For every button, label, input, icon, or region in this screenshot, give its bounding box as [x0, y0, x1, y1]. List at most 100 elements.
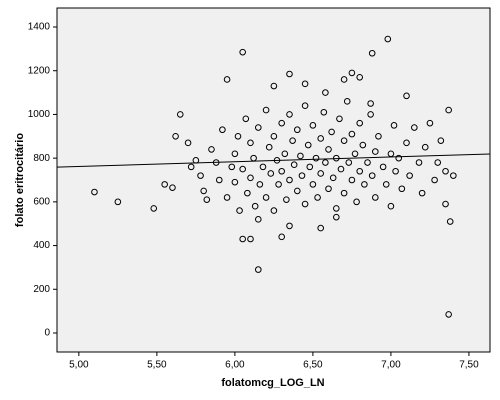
x-tick-label: 6,00 — [225, 360, 245, 371]
point — [325, 185, 332, 193]
point — [187, 163, 195, 171]
point — [450, 172, 457, 179]
point — [345, 159, 353, 166]
point — [320, 108, 328, 116]
point — [398, 185, 406, 193]
point — [197, 172, 204, 179]
y-tick-label: 400 — [33, 240, 50, 251]
point — [384, 35, 392, 43]
point — [328, 128, 335, 136]
point — [247, 235, 254, 243]
point — [286, 111, 293, 118]
point — [361, 181, 368, 188]
point — [223, 194, 231, 201]
y-tick-label: 1400 — [28, 22, 51, 33]
point — [340, 76, 348, 83]
x-tick-label: 7,50 — [459, 360, 479, 371]
point — [353, 198, 360, 206]
point — [254, 124, 262, 131]
point — [359, 141, 367, 149]
point — [322, 89, 329, 96]
point — [356, 119, 364, 127]
x-tick-label: 6,50 — [303, 360, 323, 371]
y-tick-label: 1000 — [28, 109, 51, 120]
point — [411, 124, 418, 131]
point — [239, 165, 246, 173]
point — [278, 119, 285, 127]
point — [421, 143, 429, 151]
x-tick-label: 5,50 — [147, 360, 167, 371]
point — [431, 176, 438, 184]
point — [415, 159, 423, 166]
point — [184, 139, 192, 147]
point — [372, 194, 379, 201]
point — [301, 200, 309, 208]
point — [395, 154, 403, 162]
point — [403, 92, 410, 100]
point — [348, 176, 356, 184]
point — [289, 137, 296, 144]
point — [351, 150, 359, 158]
y-axis-title: folato eritrocitário — [14, 133, 26, 227]
point — [256, 181, 264, 188]
point — [390, 122, 398, 129]
point — [254, 216, 262, 223]
point — [406, 172, 413, 179]
point — [265, 143, 273, 151]
point — [234, 132, 242, 140]
point — [343, 98, 351, 105]
point — [203, 196, 211, 203]
point — [239, 235, 246, 243]
point — [242, 115, 250, 123]
point — [215, 176, 223, 184]
point — [322, 159, 329, 166]
point — [367, 100, 374, 107]
point — [278, 233, 285, 241]
point — [286, 176, 293, 184]
point — [340, 137, 348, 144]
point — [375, 132, 382, 140]
point — [306, 163, 314, 171]
point — [387, 202, 395, 210]
point — [278, 167, 285, 175]
point — [348, 130, 356, 138]
point — [251, 202, 259, 210]
y-tick-label: 200 — [33, 284, 50, 295]
point — [333, 213, 340, 221]
point — [236, 207, 243, 214]
point — [298, 172, 306, 179]
point — [208, 146, 215, 153]
x-tick-label: 5,00 — [69, 360, 89, 371]
point — [325, 146, 332, 153]
point — [309, 122, 317, 129]
y-tick-label: 0 — [44, 328, 50, 339]
point — [309, 181, 317, 188]
point — [445, 311, 452, 318]
point — [434, 159, 442, 166]
point — [290, 161, 298, 169]
point — [329, 174, 337, 182]
point — [254, 266, 262, 273]
point — [426, 119, 434, 127]
point — [239, 48, 246, 56]
point — [392, 167, 399, 175]
point — [317, 224, 325, 232]
point — [368, 172, 376, 179]
point — [247, 139, 254, 147]
plot-area — [56, 7, 491, 353]
point — [223, 76, 231, 83]
point — [333, 205, 340, 212]
x-axis-title: folatomcg_LOG_LN — [221, 377, 324, 389]
point — [176, 111, 184, 118]
point — [312, 154, 320, 162]
point — [356, 73, 364, 81]
point — [259, 163, 267, 171]
fit-line — [56, 153, 491, 168]
point — [275, 181, 282, 188]
point — [262, 106, 270, 114]
point — [161, 181, 168, 188]
point — [169, 184, 176, 191]
point — [297, 152, 304, 160]
point — [348, 69, 356, 77]
point — [382, 181, 390, 188]
